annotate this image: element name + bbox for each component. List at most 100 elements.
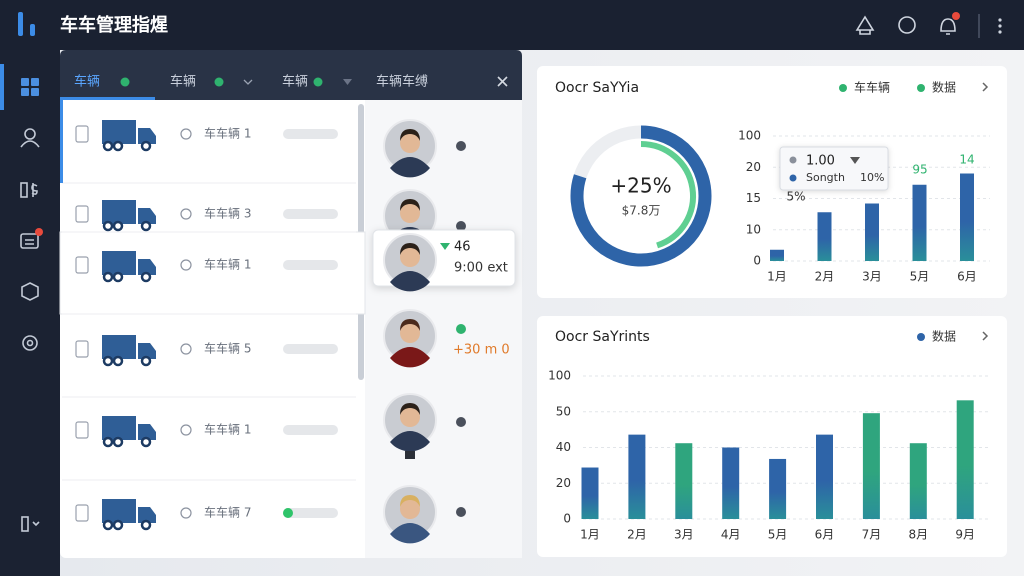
tooltip-share: 10% <box>860 171 884 184</box>
truck-body <box>102 251 136 275</box>
close-button[interactable] <box>497 76 508 87</box>
avatar-hair <box>400 243 420 255</box>
chart-title: Oocr SaYYia <box>555 80 639 96</box>
row-checkbox[interactable] <box>75 504 89 522</box>
row-checkbox[interactable] <box>75 205 89 223</box>
truck-wheel <box>102 220 114 232</box>
clock-icon <box>180 507 192 519</box>
sidebar-active <box>0 64 4 110</box>
truck-icon <box>102 120 156 152</box>
x-tick-label: 3月 <box>862 270 882 284</box>
x-tick-label: 3月 <box>674 528 694 542</box>
avatar-body <box>390 347 430 368</box>
tooltip-dot <box>789 174 797 182</box>
sidebar <box>0 50 60 576</box>
avatar-face <box>400 499 420 519</box>
truck-wheel <box>140 519 152 531</box>
tab-label[interactable]: 车辆 <box>170 74 196 90</box>
row-checkbox[interactable] <box>75 256 89 274</box>
donut-label: $7.8万 <box>622 204 661 218</box>
clock-icon <box>180 424 192 436</box>
clock-icon <box>180 259 192 271</box>
legend-label: 数据 <box>932 80 956 95</box>
chat-icon[interactable] <box>898 16 916 34</box>
truck-wheel <box>140 220 152 232</box>
truck-cab <box>138 259 156 275</box>
truck-body <box>102 416 136 440</box>
progress-bar <box>283 209 338 219</box>
avatar[interactable] <box>383 309 437 368</box>
tab-label[interactable]: 车辆 <box>282 74 308 90</box>
bar-annotation: 14 <box>959 153 974 167</box>
home-icon[interactable] <box>855 15 875 35</box>
avatar-hair <box>400 319 420 331</box>
clock-icon <box>180 128 192 140</box>
vehicle-name: 车车辆 1 <box>204 126 251 141</box>
nav-tasks[interactable] <box>20 233 39 249</box>
vehicle-name: 车车辆 3 <box>204 206 251 221</box>
nav-settings[interactable] <box>22 335 38 351</box>
avatar-hair <box>400 129 420 141</box>
row-checkbox[interactable] <box>75 340 89 358</box>
popup-arrow <box>440 243 450 250</box>
header <box>0 0 1024 50</box>
bar <box>769 458 787 519</box>
vehicle-name: 车车辆 1 <box>204 257 251 272</box>
avatar[interactable] <box>383 393 437 452</box>
legend-dot <box>917 84 925 92</box>
clock-icon <box>180 208 192 220</box>
nav-dashboard[interactable] <box>21 78 39 96</box>
truck-body <box>102 499 136 523</box>
nav-finance[interactable] <box>20 182 38 198</box>
truck-cab <box>138 424 156 440</box>
progress-bar <box>283 129 338 139</box>
truck-wheel <box>140 140 152 152</box>
x-tick-label: 4月 <box>721 528 741 542</box>
x-tick-label: 6月 <box>815 528 835 542</box>
status-icon <box>456 221 466 231</box>
x-tick-label: 5月 <box>768 528 788 542</box>
nav-user[interactable] <box>20 128 40 148</box>
tab-label[interactable]: 车辆车缚 <box>376 74 428 90</box>
truck-wheel <box>102 355 114 367</box>
x-tick-label: 2月 <box>627 528 647 542</box>
tab-label[interactable]: 车辆 <box>74 74 100 90</box>
truck-wheel <box>102 271 114 283</box>
bell-icon[interactable] <box>940 18 956 35</box>
tab-status-dot <box>313 77 323 87</box>
nav-modules[interactable] <box>21 282 39 301</box>
legend-label: 车车辆 <box>854 80 890 95</box>
bar <box>912 184 927 261</box>
donut-value: +25% <box>610 174 671 198</box>
avatar-face <box>400 133 420 153</box>
nav-exit[interactable] <box>21 516 40 532</box>
y-tick-label: 0 <box>563 512 571 526</box>
x-tick-label: 1月 <box>580 528 600 542</box>
avatar[interactable] <box>383 233 437 292</box>
card-more[interactable] <box>982 331 989 341</box>
avatar-face <box>400 203 420 223</box>
avatar[interactable] <box>383 485 437 544</box>
card-more[interactable] <box>982 82 989 92</box>
avatar-face <box>400 247 420 267</box>
x-tick-label: 1月 <box>767 270 787 284</box>
avatar-body <box>390 271 430 292</box>
progress-bar <box>283 425 338 435</box>
bar-annotation: 5% <box>786 190 805 204</box>
avatar[interactable] <box>383 119 437 178</box>
tab-dropdown <box>343 79 352 85</box>
tooltip <box>779 146 889 191</box>
donut-arc <box>640 141 696 249</box>
bar <box>675 443 693 519</box>
row-checkbox[interactable] <box>75 125 89 143</box>
truck-icon <box>102 251 156 283</box>
status-icon <box>456 507 466 517</box>
tooltip-value: 1.00 <box>806 154 835 169</box>
truck-icon <box>102 499 156 531</box>
header-icons <box>855 14 980 38</box>
row-checkbox[interactable] <box>75 421 89 439</box>
clock-icon <box>180 343 192 355</box>
bar <box>956 400 974 519</box>
more-icon[interactable] <box>998 18 1002 34</box>
truck-wheel <box>140 355 152 367</box>
